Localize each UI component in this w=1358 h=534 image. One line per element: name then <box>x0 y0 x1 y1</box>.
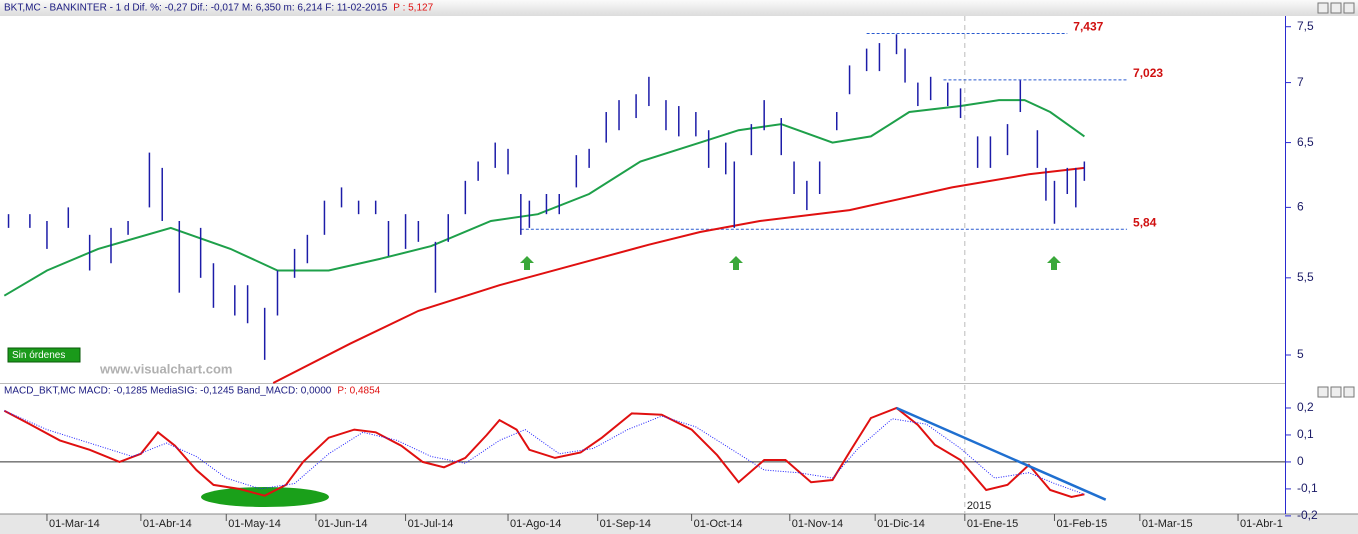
x-tick-label: 01-Ene-15 <box>967 518 1018 530</box>
x-tick-label: 01-Abr-14 <box>143 518 192 530</box>
x-tick-label: 01-Sep-14 <box>600 518 651 530</box>
y-tick-label: 6 <box>1297 200 1304 214</box>
y-tick-label: -0,1 <box>1297 481 1318 495</box>
y-tick-label: 7,5 <box>1297 19 1314 33</box>
series-line <box>4 410 1085 495</box>
x-tick-label: 01-Oct-14 <box>694 518 743 530</box>
y-tick-label: 5,5 <box>1297 270 1314 284</box>
series-line <box>272 166 1085 384</box>
x-tick-label: 01-Dic-14 <box>877 518 925 530</box>
trend-line <box>896 406 1107 501</box>
signal-arrows <box>520 256 1061 270</box>
window-buttons[interactable] <box>1317 2 1355 398</box>
x-tick-label: 01-Ago-14 <box>510 518 561 530</box>
minimize-button[interactable] <box>1317 2 1329 14</box>
y-tick-label: 0 <box>1297 454 1304 468</box>
up-arrow <box>1047 256 1061 270</box>
x-tick-label: 01-Jun-14 <box>318 518 368 530</box>
header-bar <box>0 0 1358 16</box>
y-tick-label: 6,5 <box>1297 135 1314 149</box>
x-tick-label: 01-Nov-14 <box>792 518 843 530</box>
y-tick-label: 0,1 <box>1297 427 1314 441</box>
x-tick-label: 01-Feb-15 <box>1056 518 1107 530</box>
minimize-button[interactable] <box>1317 386 1329 398</box>
chart-title: MACD_BKT,MC MACD: -0,1285 MediaSIG: -0,1… <box>4 386 332 397</box>
x-tick-label: 01-Mar-15 <box>1142 518 1193 530</box>
year-label-bg <box>965 499 992 512</box>
x-tick-label: 01-Jul-14 <box>408 518 454 530</box>
x-tick-label: 01-Mar-14 <box>49 518 100 530</box>
price-label: P: 0,4854 <box>337 386 380 397</box>
orders-button-label[interactable]: Sin órdenes <box>12 350 65 361</box>
highlight-ellipse <box>201 487 329 507</box>
chart-title: BKT,MC - BANKINTER - 1 d Dif. %: -0,27 D… <box>4 3 388 14</box>
up-arrow <box>520 256 534 270</box>
price-label: P : 5,127 <box>393 3 433 14</box>
y-tick-label: -0,2 <box>1297 508 1318 522</box>
orders-button[interactable] <box>7 347 81 363</box>
series-line <box>3 99 1085 297</box>
x-tick-label: 01-Abr-1 <box>1240 518 1283 530</box>
close-button[interactable] <box>1343 386 1355 398</box>
maximize-button[interactable] <box>1330 386 1342 398</box>
y-tick-label: 7 <box>1297 75 1304 89</box>
maximize-button[interactable] <box>1330 2 1342 14</box>
x-tick-label: 01-May-14 <box>228 518 281 530</box>
close-button[interactable] <box>1343 2 1355 14</box>
up-arrow <box>729 256 743 270</box>
y-tick-label: 5 <box>1297 347 1304 361</box>
watermark: www.visualchart.com <box>99 361 232 376</box>
y-tick-label: 0,2 <box>1297 400 1314 414</box>
level-label: 5,84 <box>1133 215 1157 229</box>
year-label: 2015 <box>967 500 991 512</box>
x-axis-band <box>0 514 1358 534</box>
plot-layer: 01-Mar-14 01-Abr-14 01-May-14 01-Jun-14 01-J… <box>0 16 1318 530</box>
series-line <box>3 406 1085 499</box>
level-label: 7,023 <box>1133 66 1163 80</box>
level-label: 7,437 <box>1073 20 1103 34</box>
